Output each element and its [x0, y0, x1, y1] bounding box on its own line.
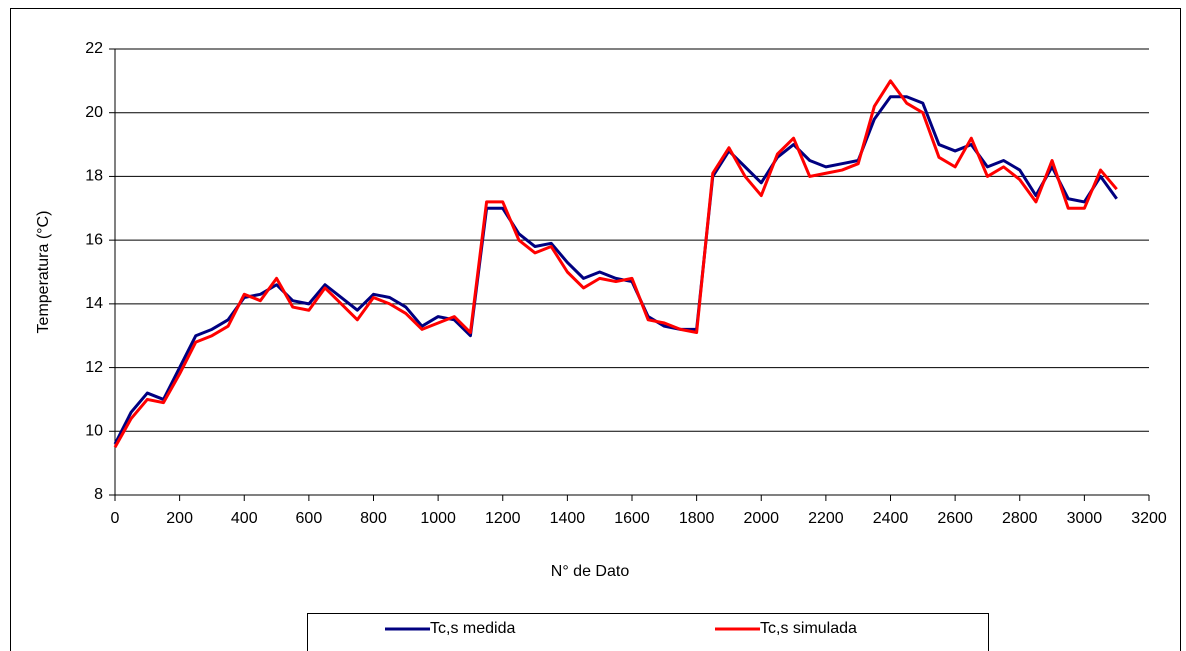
y-axis-title: Temperatura (°C): [35, 211, 52, 334]
x-tick-label: 2200: [808, 510, 844, 527]
x-tick-label: 2600: [937, 510, 973, 527]
legend-label: Tc,s simulada: [760, 620, 857, 637]
x-tick-label: 2000: [743, 510, 779, 527]
x-tick-label: 1200: [485, 510, 521, 527]
y-tick-label: 22: [85, 40, 103, 57]
x-tick-label: 1800: [679, 510, 715, 527]
chart-border: [10, 8, 1181, 651]
y-tick-label: 20: [85, 104, 103, 121]
x-tick-label: 0: [111, 510, 120, 527]
y-tick-label: 16: [85, 231, 103, 248]
x-tick-label: 800: [360, 510, 387, 527]
y-tick-label: 12: [85, 359, 103, 376]
x-tick-label: 200: [166, 510, 193, 527]
x-tick-label: 3000: [1067, 510, 1103, 527]
y-tick-label: 18: [85, 168, 103, 185]
x-tick-label: 600: [296, 510, 323, 527]
x-tick-label: 1000: [420, 510, 456, 527]
series-line: [113, 79, 1118, 448]
y-tick-label: 10: [85, 423, 103, 440]
x-tick-label: 1600: [614, 510, 650, 527]
y-tick-label: 8: [94, 486, 103, 503]
x-axis-title: N° de Dato: [551, 563, 630, 580]
x-tick-label: 3200: [1131, 510, 1167, 527]
y-tick-label: 14: [85, 295, 103, 312]
x-tick-label: 2400: [873, 510, 909, 527]
x-tick-label: 2800: [1002, 510, 1038, 527]
x-tick-label: 400: [231, 510, 258, 527]
x-tick-label: 1400: [550, 510, 586, 527]
legend: [307, 613, 989, 651]
legend-label: Tc,s medida: [430, 620, 515, 637]
